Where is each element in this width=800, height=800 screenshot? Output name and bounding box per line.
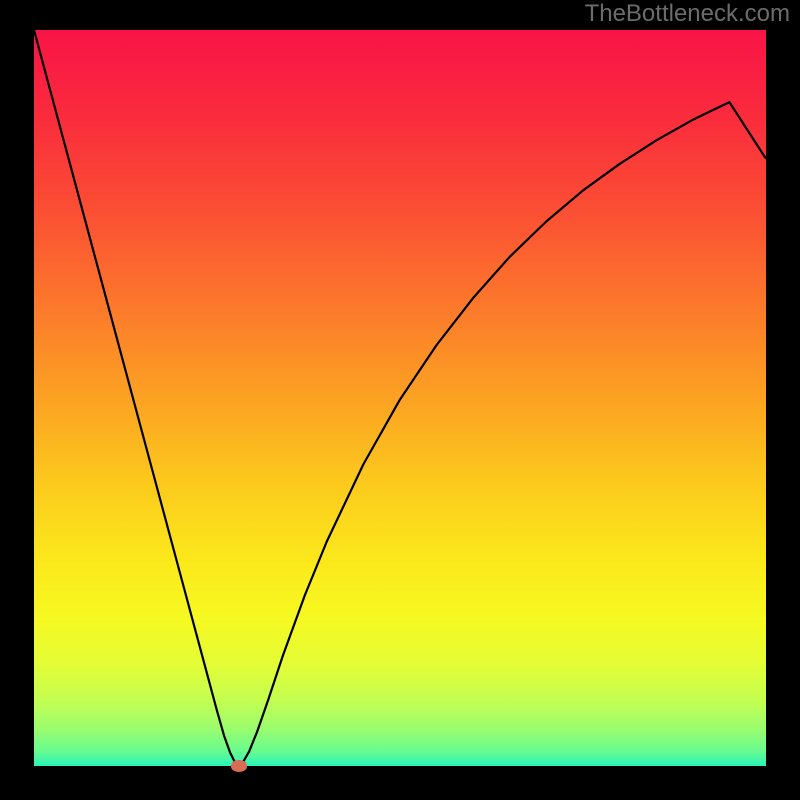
curve-layer xyxy=(34,30,766,766)
plot-area xyxy=(34,30,766,766)
watermark-text: TheBottleneck.com xyxy=(585,0,790,28)
bottleneck-curve xyxy=(34,30,766,766)
chart-stage: TheBottleneck.com xyxy=(0,0,800,800)
min-marker xyxy=(231,760,247,772)
